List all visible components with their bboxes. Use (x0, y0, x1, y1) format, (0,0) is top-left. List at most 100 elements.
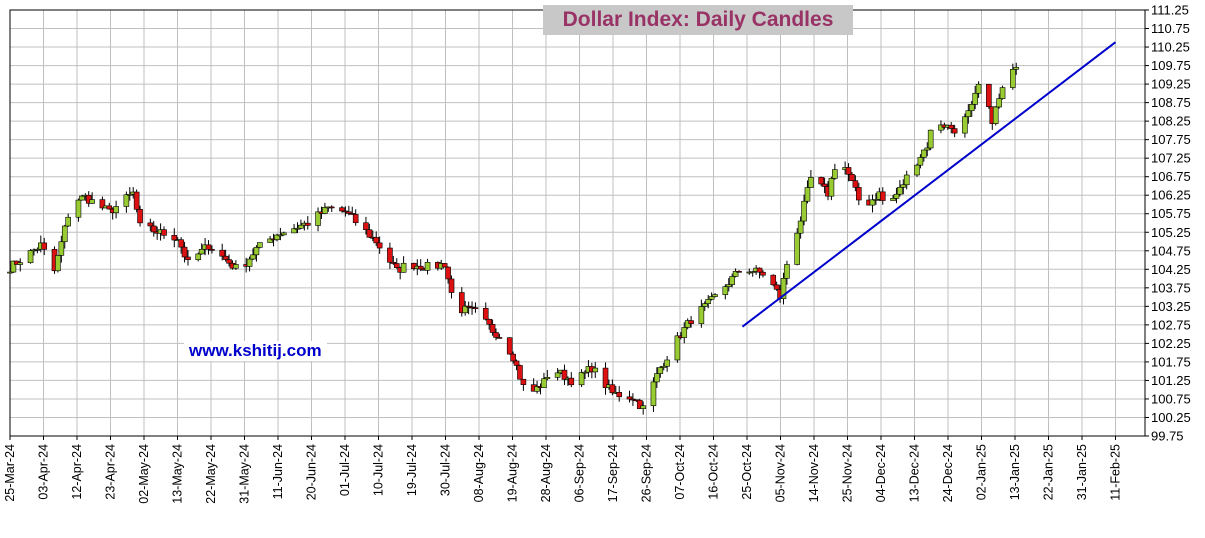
candle-body (828, 178, 835, 197)
candle-body (992, 106, 999, 124)
candle-body (294, 227, 301, 230)
x-tick-label: 02-May-24 (137, 444, 151, 504)
candle-body (506, 337, 513, 355)
candle-body (65, 216, 71, 227)
candle-body (869, 199, 876, 206)
x-tick-label: 19-Jul-24 (405, 444, 419, 496)
candle-body (147, 222, 154, 227)
candle-body (222, 255, 229, 260)
candle-body (246, 258, 253, 267)
candle-body (582, 371, 588, 374)
candle-body (520, 378, 527, 385)
candle-body (123, 194, 130, 207)
candle-body (602, 367, 609, 388)
candle-body (465, 305, 472, 308)
candle-body (674, 335, 681, 361)
candle-body (664, 359, 670, 367)
candle-body (390, 261, 397, 264)
candle-body (832, 169, 838, 179)
candle-body (804, 187, 811, 202)
candle-series (7, 62, 1020, 415)
candle-body (568, 377, 575, 386)
candle-body (968, 104, 975, 112)
candle-body (890, 198, 896, 201)
x-tick-label: 06-Sep-24 (573, 444, 587, 502)
y-tick-label: 103.25 (1151, 299, 1191, 314)
x-tick-label: 31-May-24 (238, 444, 252, 504)
candle-body (986, 83, 992, 107)
x-tick-label: 22-May-24 (204, 444, 218, 504)
y-tick-label: 101.75 (1151, 354, 1191, 369)
candle-body (770, 274, 777, 286)
x-tick-label: 31-Jan-25 (1075, 444, 1089, 500)
candle-body (291, 228, 297, 234)
x-tick-label: 05-Nov-24 (774, 444, 788, 502)
candle-body (85, 194, 92, 204)
y-tick-label: 111.25 (1151, 3, 1189, 18)
candle-body (373, 237, 380, 244)
candle-body (784, 264, 790, 279)
x-tick-label: 22-Jan-25 (1042, 444, 1056, 500)
candle-body (701, 303, 708, 307)
candle-body (34, 248, 41, 251)
candle-body (219, 249, 226, 257)
y-tick-label: 110.25 (1151, 40, 1190, 55)
candle-body (137, 209, 143, 224)
gridlines (9, 9, 1146, 437)
y-axis: 111.25 110.75 110.25 109.75 109.25 108.75 108.… (1145, 3, 1191, 444)
candle-body (298, 224, 304, 229)
candle-body (756, 267, 763, 273)
candle-body (441, 263, 448, 268)
candle-body (897, 186, 903, 195)
candle-body (493, 332, 499, 338)
x-tick-label: 28-Aug-24 (539, 444, 553, 502)
x-tick-label: 14-Nov-24 (807, 444, 821, 502)
candle-body (773, 284, 780, 290)
x-tick-label: 01-Jul-24 (338, 444, 352, 496)
candle-body (712, 294, 718, 297)
candle-body (534, 386, 540, 392)
candle-body (657, 367, 664, 374)
candle-body (1013, 67, 1020, 70)
candle-body (161, 229, 167, 236)
x-tick-label: 16-Oct-24 (707, 444, 721, 500)
candle-body (660, 365, 667, 368)
x-axis: 25-Mar-24 03-Apr-24 12-Apr-24 23-Apr-24 02-M… (3, 436, 1123, 504)
candle-body (178, 239, 184, 248)
candle-body (996, 98, 1002, 108)
y-tick-label: 105.75 (1151, 206, 1191, 221)
candle-body (387, 247, 393, 263)
candle-body (458, 292, 465, 314)
x-tick-label: 17-Sep-24 (606, 444, 620, 502)
x-tick-label: 25-Mar-24 (3, 444, 17, 502)
candle-body (133, 191, 140, 210)
candle-body (797, 220, 804, 234)
candle-body (879, 191, 886, 201)
candle-body (849, 174, 855, 181)
candle-body (7, 271, 13, 274)
x-tick-label: 08-Aug-24 (472, 444, 486, 502)
x-tick-label: 07-Oct-24 (673, 444, 687, 500)
candle-body (342, 210, 349, 213)
candle-body (616, 392, 623, 398)
candle-body (513, 360, 520, 366)
x-tick-label: 25-Oct-24 (740, 444, 754, 500)
candle-body (106, 205, 113, 210)
candle-body (315, 211, 321, 226)
candle-body (903, 174, 910, 186)
chart-title: Dollar Index: Daily Candles (562, 8, 834, 31)
candle-body (417, 265, 424, 270)
candle-body (732, 271, 739, 277)
candle-body (482, 308, 489, 320)
candle-body (917, 157, 924, 166)
y-tick-label: 106.75 (1151, 169, 1191, 184)
candle-body (41, 242, 48, 250)
candle-body (181, 246, 188, 258)
candle-body (965, 110, 972, 118)
candle-body (948, 124, 955, 129)
candle-body (541, 378, 547, 388)
x-tick-label: 20-Jun-24 (305, 444, 319, 500)
candle-body (554, 372, 561, 378)
candle-body (821, 183, 828, 187)
x-tick-label: 11-Feb-25 (1109, 444, 1123, 501)
